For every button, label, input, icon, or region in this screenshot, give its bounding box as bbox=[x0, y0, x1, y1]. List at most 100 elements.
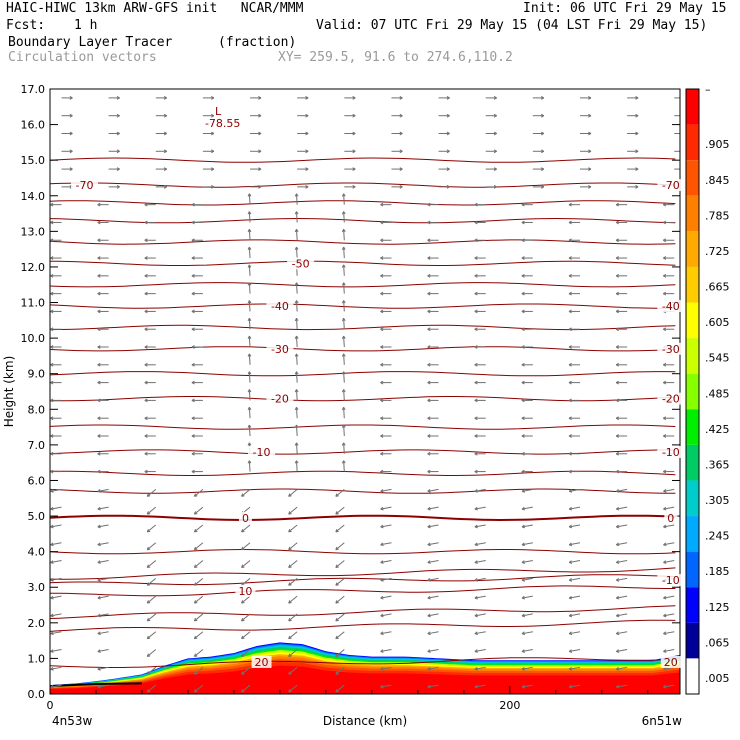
circulation-vector bbox=[146, 613, 157, 622]
vector-arrowhead bbox=[683, 96, 686, 99]
vector-arrowhead bbox=[247, 442, 252, 446]
vector-arrowhead bbox=[97, 684, 101, 689]
circulation-vector bbox=[248, 424, 251, 437]
vector-arrowhead bbox=[446, 131, 450, 136]
colorbar-label: .545 bbox=[705, 352, 730, 365]
forecast-label: Fcst: bbox=[6, 18, 46, 33]
vector-arrowhead bbox=[258, 167, 262, 171]
vector-label: Circulation vectors bbox=[8, 50, 157, 65]
vector-arrowhead bbox=[427, 238, 431, 243]
circulation-vector bbox=[50, 488, 62, 492]
vector-arrowhead bbox=[521, 684, 526, 689]
vector-arrowhead bbox=[294, 424, 299, 428]
circulation-vector bbox=[241, 595, 251, 604]
colorbar-label: .305 bbox=[705, 494, 730, 507]
vector-arrowhead bbox=[427, 291, 431, 296]
circulation-vector bbox=[474, 542, 486, 546]
circulation-vector bbox=[663, 613, 675, 617]
vector-arrowhead bbox=[97, 380, 101, 385]
vector-arrowhead bbox=[305, 184, 309, 189]
vector-arrowhead bbox=[193, 511, 198, 515]
vector-arrowhead bbox=[521, 434, 525, 438]
circulation-vector bbox=[663, 684, 675, 688]
vector-arrowhead bbox=[615, 560, 620, 564]
vector-arrowhead bbox=[474, 578, 478, 582]
circulation-vector bbox=[569, 613, 581, 617]
colorbar-swatch bbox=[686, 409, 699, 445]
contour-label-bg bbox=[248, 446, 276, 458]
circulation-vector bbox=[146, 560, 157, 568]
vector-arrowhead bbox=[305, 167, 309, 171]
vector-arrowhead bbox=[380, 256, 384, 260]
vector-arrowhead bbox=[568, 506, 573, 511]
circulation-vector bbox=[427, 613, 439, 617]
vector-arrowhead bbox=[615, 416, 619, 421]
vector-arrowhead bbox=[615, 578, 620, 582]
vector-arrowhead bbox=[568, 469, 572, 474]
vector-arrowhead bbox=[493, 184, 497, 189]
vector-arrowhead bbox=[521, 273, 525, 278]
circulation-vector bbox=[616, 684, 628, 688]
circulation-vector bbox=[335, 666, 345, 675]
isotherm-line bbox=[50, 200, 676, 206]
contour-label: -50 bbox=[292, 257, 310, 270]
plot-frame bbox=[49, 88, 681, 695]
contour-label-bg bbox=[70, 179, 98, 192]
contour-label-bg bbox=[657, 574, 685, 587]
vector-arrowhead bbox=[615, 631, 620, 636]
vector-arrowhead bbox=[241, 653, 245, 657]
vector-arrowhead bbox=[288, 600, 292, 604]
vector-arrowhead bbox=[163, 167, 168, 171]
isotherm-line bbox=[50, 239, 676, 245]
vector-arrowhead bbox=[305, 149, 309, 154]
contour-label: 0 bbox=[667, 512, 674, 525]
vector-arrowhead bbox=[474, 649, 478, 653]
vector-arrowhead bbox=[446, 96, 450, 100]
circulation-vector bbox=[616, 631, 628, 635]
vector-arrowhead bbox=[663, 469, 667, 474]
vector-arrowhead bbox=[146, 671, 151, 675]
vector-arrowhead bbox=[568, 291, 572, 296]
circulation-vector bbox=[248, 247, 251, 259]
vector-arrowhead bbox=[258, 149, 262, 154]
circulation-vector bbox=[146, 577, 157, 586]
vector-arrowhead bbox=[683, 150, 686, 153]
vector-arrowhead bbox=[247, 460, 252, 464]
circulation-vector bbox=[288, 524, 298, 533]
vector-arrowhead bbox=[568, 345, 572, 349]
contour-label-bg bbox=[287, 257, 315, 270]
vector-arrowhead bbox=[380, 273, 384, 278]
vector-arrowhead bbox=[294, 229, 299, 233]
circulation-vector bbox=[241, 666, 251, 675]
contour-label-bg bbox=[266, 342, 294, 355]
vector-arrowhead bbox=[521, 560, 526, 564]
vector-arrowhead bbox=[144, 202, 148, 207]
vector-arrowhead bbox=[50, 345, 54, 349]
vector-arrowhead bbox=[241, 493, 245, 497]
vector-arrowhead bbox=[380, 416, 384, 421]
circulation-vector bbox=[248, 460, 251, 472]
vector-arrowhead bbox=[97, 416, 101, 421]
contour-label-bg bbox=[657, 446, 685, 458]
circulation-vector bbox=[343, 193, 345, 205]
circulation-vector bbox=[521, 524, 533, 528]
vector-arrowhead bbox=[427, 524, 431, 529]
circulation-vector bbox=[288, 595, 298, 604]
vector-arrowhead bbox=[247, 371, 252, 375]
isotherm-line bbox=[50, 449, 676, 455]
vector-arrowhead bbox=[97, 506, 101, 511]
vector-arrowhead bbox=[683, 132, 686, 135]
circulation-vector bbox=[97, 666, 109, 670]
vector-arrowhead bbox=[294, 335, 299, 339]
colorbar-swatch bbox=[686, 160, 699, 196]
vector-arrowhead bbox=[568, 238, 572, 243]
y-tick-label: 3.0 bbox=[28, 581, 46, 594]
isotherm-line bbox=[50, 574, 676, 586]
circulation-vector bbox=[194, 506, 204, 515]
circulation-vector bbox=[295, 460, 298, 472]
circulation-vector bbox=[50, 560, 62, 564]
vector-arrowhead bbox=[97, 309, 101, 314]
isotherm-line bbox=[50, 371, 676, 377]
vector-arrowhead bbox=[335, 582, 339, 586]
circulation-vector bbox=[569, 666, 581, 670]
